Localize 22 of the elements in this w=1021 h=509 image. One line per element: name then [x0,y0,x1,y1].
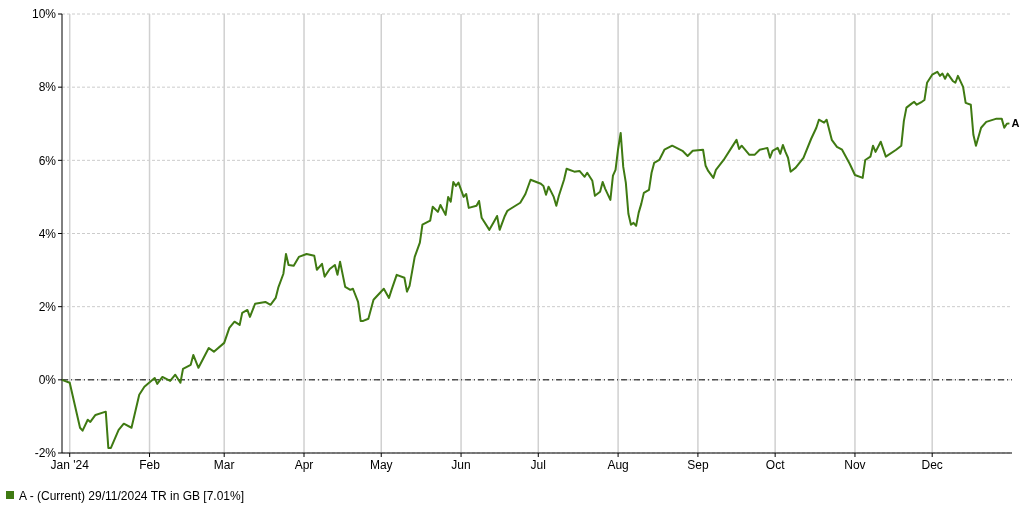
x-tick-label: Mar [213,458,235,472]
y-tick-label: 8% [38,80,57,95]
x-tick-label: Jun [451,458,471,472]
y-tick-label: 4% [38,226,57,241]
y-tick-label: -2% [34,446,57,461]
y-tick-label: 0% [38,373,57,388]
x-tick-label: Oct [765,458,786,472]
x-tick-label: Nov [844,458,866,472]
y-tick-label: 6% [38,153,57,168]
line-series [61,70,1011,449]
legend-label: A - (Current) 29/11/2024 TR in GB [7.01%] [19,489,244,504]
x-tick-label: Jan '24 [50,458,90,472]
y-tick-label: 2% [38,299,57,314]
x-tick-label: Aug [607,458,629,472]
x-tick-label: Feb [139,458,161,472]
annotation: A [1011,117,1020,130]
y-tick-label: 10% [31,7,57,22]
x-tick-label: Sep [687,458,709,472]
x-tick-label: Apr [294,458,314,472]
x-tick-label: Dec [921,458,943,472]
x-tick-label: May [369,458,393,472]
x-tick-label: Jul [530,458,546,472]
